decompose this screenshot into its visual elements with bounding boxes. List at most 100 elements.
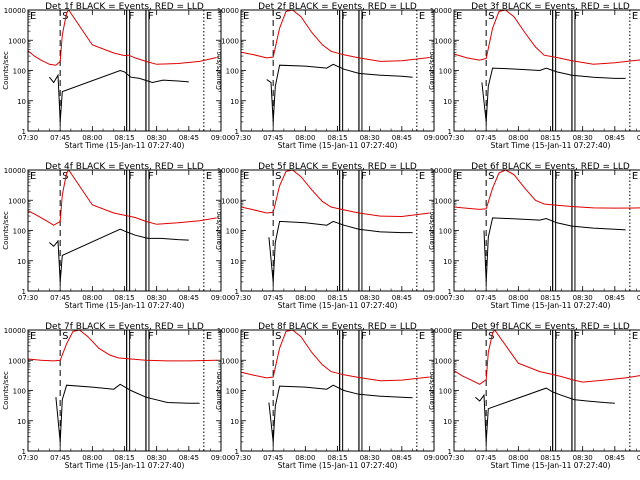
- lld-series-line: [454, 330, 640, 385]
- y-tick-label: 10: [443, 98, 452, 106]
- y-axis-label: Counts/sec: [215, 371, 223, 410]
- events-series-line: [49, 228, 189, 282]
- chart-title: Det 5f BLACK = Events, RED = LLD: [258, 162, 417, 172]
- y-tick-label: 10000: [4, 327, 26, 335]
- x-tick-label: 08:00: [508, 294, 528, 302]
- x-tick-label: 07:45: [263, 294, 283, 302]
- y-tick-label: 10: [230, 98, 239, 106]
- series-lines: [454, 170, 640, 282]
- lld-series-line: [28, 170, 217, 226]
- y-tick-label: 1: [448, 288, 452, 296]
- y-axis-label: Counts/sec: [215, 51, 223, 90]
- x-tick-label: 08:30: [360, 454, 380, 462]
- x-tick-label: 07:30: [444, 134, 464, 142]
- marker-lines: [59, 10, 205, 131]
- x-tick-label: 08:45: [605, 134, 625, 142]
- chart-panel: Det 5f BLACK = Events, RED = LLD Counts/s…: [215, 162, 444, 310]
- x-axis-label: Start Time (15-Jan-11 07:27:40): [491, 461, 611, 470]
- x-tick-label: 08:00: [82, 134, 102, 142]
- event-marker-letter: S: [62, 171, 68, 182]
- y-tick-label: 1: [22, 448, 26, 456]
- x-tick-label: 09:00: [424, 454, 444, 462]
- x-tick-label: 07:45: [476, 134, 496, 142]
- x-tick-label: 07:45: [476, 294, 496, 302]
- x-tick-label: 07:30: [18, 294, 38, 302]
- chart-panel: Det 8f BLACK = Events, RED = LLD Counts/s…: [215, 322, 444, 470]
- series-lines: [28, 10, 217, 122]
- y-tick-label: 100: [226, 228, 239, 236]
- event-marker-letter: F: [342, 171, 348, 182]
- lld-series-line: [28, 10, 217, 66]
- plot-frame: [453, 9, 640, 132]
- x-tick-label: 07:30: [231, 294, 251, 302]
- y-axis-label: Counts/sec: [2, 371, 10, 410]
- event-marker-letter: F: [555, 331, 561, 342]
- chart-title: Det 4f BLACK = Events, RED = LLD: [45, 162, 204, 172]
- y-tick-label: 10000: [430, 167, 452, 175]
- y-tick-label: 10: [230, 258, 239, 266]
- event-marker-letter: E: [243, 331, 249, 342]
- x-axis-label: Start Time (15-Jan-11 07:27:40): [491, 301, 611, 310]
- x-tick-label: 08:00: [508, 454, 528, 462]
- x-tick-label: 08:30: [573, 134, 593, 142]
- series-lines: [241, 10, 430, 122]
- event-marker-letter: S: [275, 11, 281, 22]
- x-tick-label: 09:00: [637, 294, 640, 302]
- x-tick-label: 07:30: [18, 134, 38, 142]
- x-tick-label: 08:45: [179, 134, 199, 142]
- chart-title: Det 6f BLACK = Events, RED = LLD: [471, 162, 630, 172]
- x-tick-label: 07:45: [50, 294, 70, 302]
- x-axis-label: Start Time (15-Jan-11 07:27:40): [491, 141, 611, 150]
- x-tick-label: 08:00: [82, 294, 102, 302]
- y-tick-label: 1: [448, 448, 452, 456]
- plot-frame: [453, 329, 640, 452]
- y-tick-label: 1000: [8, 197, 26, 205]
- event-marker-letter: F: [342, 331, 348, 342]
- x-tick-label: 09:00: [211, 294, 231, 302]
- event-marker-letter: S: [488, 11, 494, 22]
- y-tick-label: 1000: [434, 197, 452, 205]
- marker-lines: [59, 170, 205, 291]
- y-tick-label: 100: [226, 388, 239, 396]
- x-axis-label: Start Time (15-Jan-11 07:27:40): [278, 461, 398, 470]
- y-tick-label: 10000: [430, 7, 452, 15]
- x-axis-label: Start Time (15-Jan-11 07:27:40): [65, 461, 185, 470]
- event-marker-letter: E: [243, 11, 249, 22]
- x-tick-label: 09:00: [637, 454, 640, 462]
- marker-lines: [485, 170, 631, 291]
- y-axis-label: Counts/sec: [2, 51, 10, 90]
- y-tick-label: 10000: [217, 167, 239, 175]
- y-tick-label: 1000: [221, 357, 239, 365]
- x-tick-label: 07:45: [50, 134, 70, 142]
- y-tick-label: 10000: [430, 327, 452, 335]
- series-lines: [28, 330, 217, 442]
- x-tick-label: 08:45: [605, 454, 625, 462]
- x-tick-label: 08:45: [392, 454, 412, 462]
- x-tick-label: 08:15: [327, 454, 347, 462]
- plot-frame: [27, 169, 222, 292]
- y-tick-label: 100: [439, 388, 452, 396]
- event-marker-letter: F: [574, 331, 580, 342]
- x-tick-label: 09:00: [211, 134, 231, 142]
- event-marker-letter: E: [456, 171, 462, 182]
- y-axis-label: Counts/sec: [428, 371, 436, 410]
- x-tick-label: 07:45: [476, 454, 496, 462]
- event-marker-letter: E: [632, 171, 638, 182]
- event-marker-letter: S: [62, 331, 68, 342]
- chart-panel: Det 4f BLACK = Events, RED = LLD Counts/s…: [2, 162, 231, 310]
- x-tick-label: 08:15: [114, 134, 134, 142]
- y-tick-label: 1: [22, 128, 26, 136]
- y-tick-label: 1000: [221, 37, 239, 45]
- x-tick-label: 08:15: [540, 454, 560, 462]
- events-series-line: [268, 220, 413, 282]
- chart-title: Det 2f BLACK = Events, RED = LLD: [258, 2, 417, 12]
- y-tick-label: 1000: [434, 37, 452, 45]
- event-marker-letter: E: [243, 171, 249, 182]
- y-tick-label: 100: [13, 68, 26, 76]
- event-marker-letter: S: [275, 331, 281, 342]
- event-marker-letter: F: [342, 11, 348, 22]
- event-marker-letter: E: [206, 171, 212, 182]
- x-axis-label: Start Time (15-Jan-11 07:27:40): [65, 141, 185, 150]
- y-axis-label: Counts/sec: [215, 211, 223, 250]
- y-tick-label: 100: [439, 68, 452, 76]
